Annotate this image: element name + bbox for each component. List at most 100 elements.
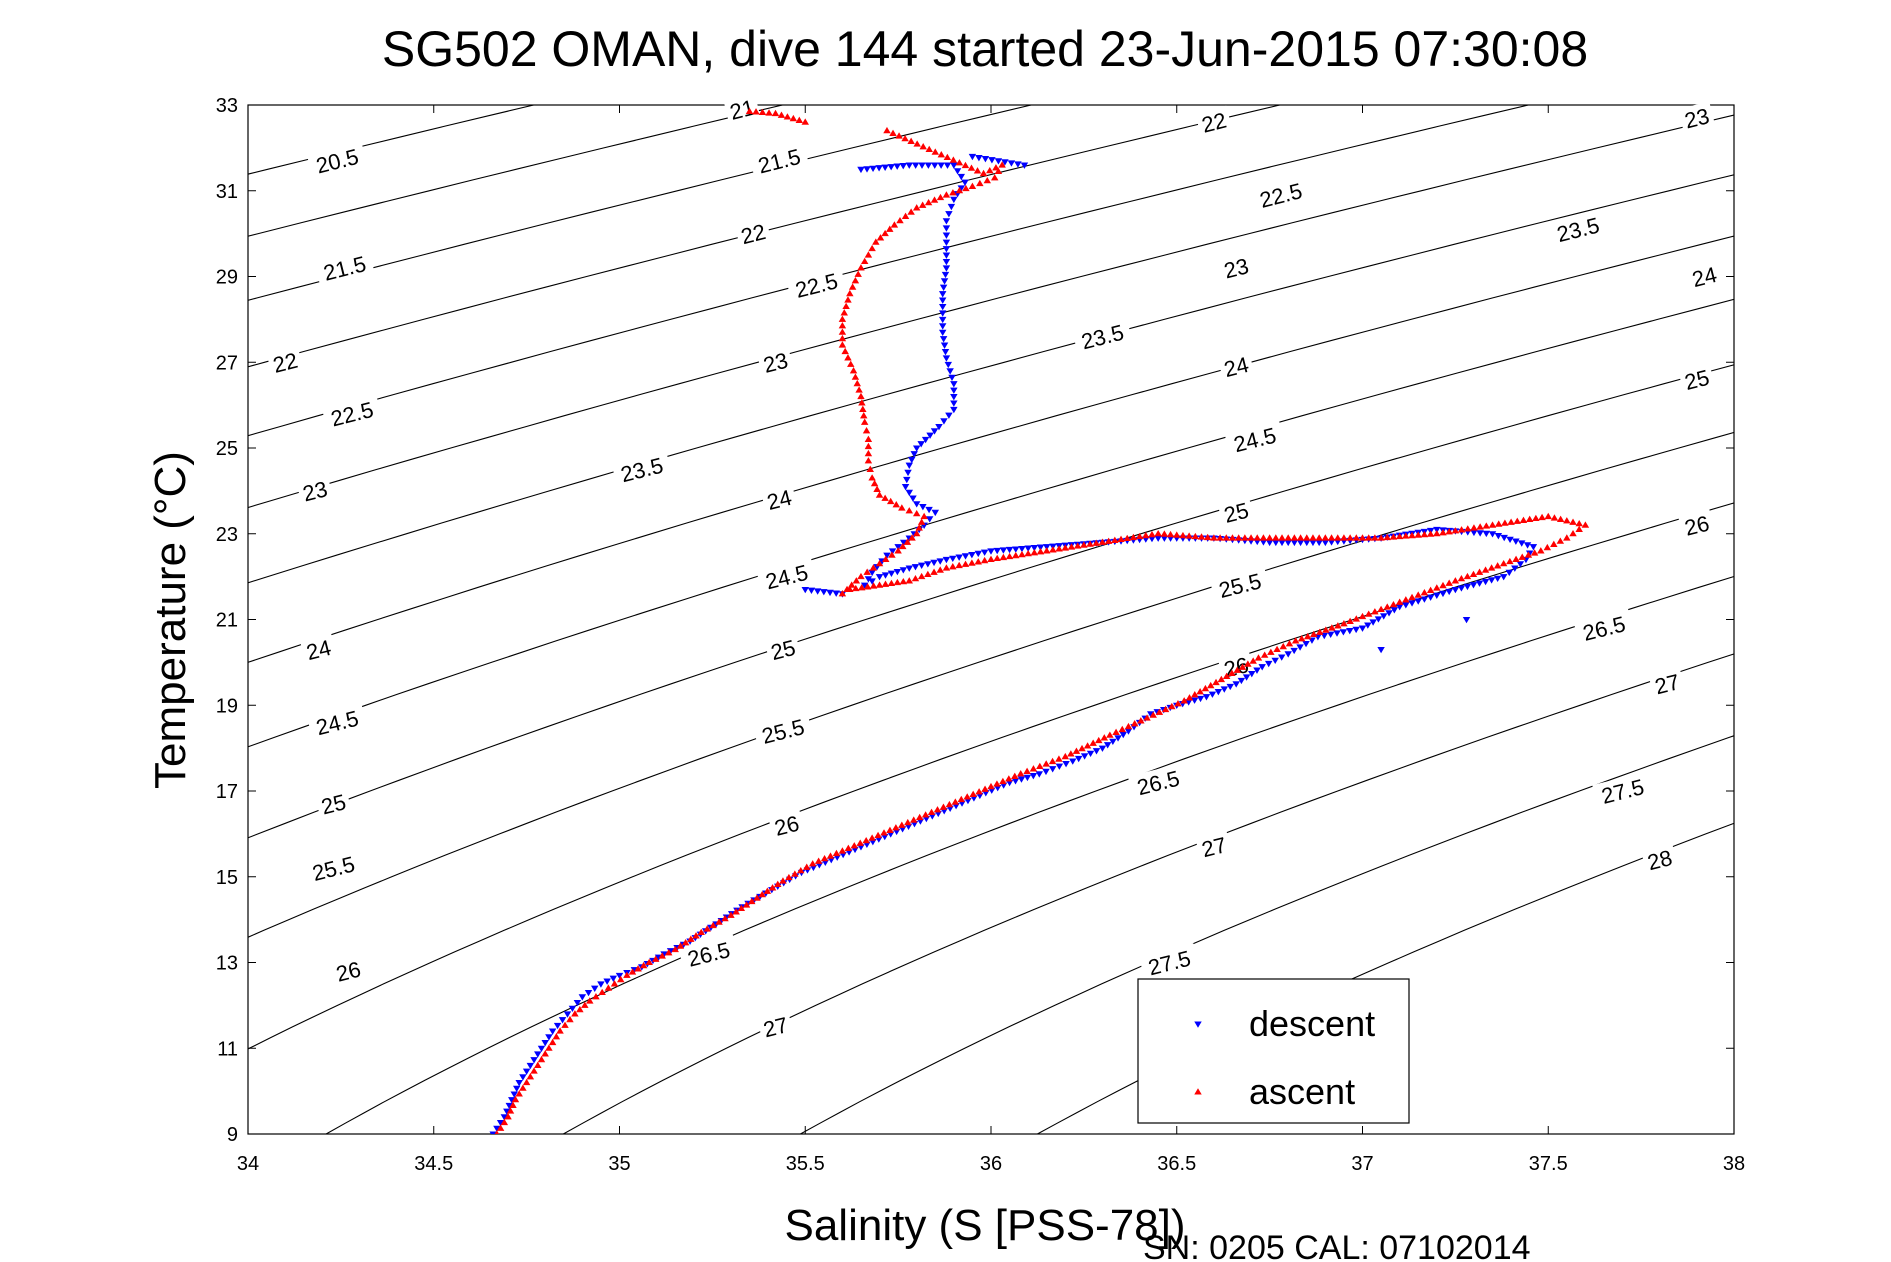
ascent-point xyxy=(1470,524,1478,531)
descent-point xyxy=(832,590,840,597)
ascent-point xyxy=(993,780,1001,787)
ascent-point xyxy=(924,198,933,206)
ascent-point xyxy=(1278,534,1286,541)
ascent-point xyxy=(586,997,594,1004)
ascent-point xyxy=(890,221,899,228)
contour-label-background xyxy=(756,1010,795,1044)
descent-point xyxy=(939,336,948,343)
descent-point xyxy=(1385,610,1393,617)
ascent-point xyxy=(1042,760,1050,767)
ascent-point xyxy=(862,836,870,844)
ascent-point xyxy=(898,821,906,828)
descent-point xyxy=(950,381,958,388)
descent-point xyxy=(941,271,950,279)
descent-point xyxy=(1482,530,1491,538)
ascent-point xyxy=(908,534,916,541)
contour-label-background xyxy=(1547,209,1609,249)
contour-label-background xyxy=(1678,508,1716,542)
contour-label: 22 xyxy=(1195,105,1233,139)
contour-label: 26 xyxy=(329,954,367,988)
descent-point xyxy=(942,246,951,253)
ascent-point xyxy=(987,555,995,563)
y-tick-label: 27 xyxy=(216,352,238,374)
ascent-point xyxy=(838,334,847,342)
ascent-point xyxy=(857,572,865,580)
ascent-point xyxy=(639,961,648,969)
descent-point xyxy=(941,348,950,356)
descent-point xyxy=(1369,619,1377,626)
ascent-point xyxy=(849,367,858,374)
ascent-point xyxy=(785,873,793,881)
ascent-point xyxy=(703,925,711,932)
ascent-point xyxy=(1174,700,1182,707)
ascent-point xyxy=(801,118,809,125)
ascent-point xyxy=(886,225,894,232)
descent-point xyxy=(530,1057,538,1064)
ascent-point xyxy=(534,1061,542,1068)
descent-point xyxy=(881,164,889,171)
ascent-point xyxy=(1346,617,1354,624)
ascent-point xyxy=(664,949,673,956)
ascent-point xyxy=(893,578,902,586)
ascent-point xyxy=(1161,705,1170,713)
ascent-point xyxy=(697,928,705,936)
descent-point xyxy=(1433,526,1441,534)
ascent-point xyxy=(1148,530,1156,538)
contour-label: 24 xyxy=(1685,260,1723,293)
descent-point xyxy=(917,562,926,569)
descent-point xyxy=(1036,544,1045,551)
descent-point xyxy=(930,428,939,435)
density-contour-23 xyxy=(248,114,1734,509)
chart-title: SG502 OMAN, dive 144 started 23-Jun-2015… xyxy=(382,21,1588,77)
ascent-point xyxy=(1543,543,1552,551)
contour-label-text: 26 xyxy=(1682,511,1712,541)
series-ascent xyxy=(494,107,1590,1134)
ascent-point xyxy=(1216,534,1224,541)
ascent-point xyxy=(604,984,613,991)
ascent-point xyxy=(598,988,606,996)
ascent-point xyxy=(979,169,988,177)
ascent-point xyxy=(1426,586,1435,593)
descent-point xyxy=(950,196,958,204)
ascent-point xyxy=(973,167,982,174)
ascent-point xyxy=(1550,540,1558,548)
descent-point xyxy=(950,162,958,169)
descent-point xyxy=(912,445,921,452)
contour-label-background xyxy=(314,787,353,821)
contour-label: 23 xyxy=(756,345,795,379)
ascent-point xyxy=(511,1095,520,1103)
ascent-point xyxy=(658,952,666,959)
ascent-point xyxy=(855,386,863,393)
ascent-point xyxy=(592,993,600,1000)
x-tick-label: 34.5 xyxy=(414,1153,453,1175)
ascent-point xyxy=(907,137,915,144)
ascent-point xyxy=(1273,645,1281,653)
ascent-point xyxy=(1210,534,1218,541)
ascent-point xyxy=(1055,755,1063,762)
descent-point xyxy=(1103,742,1112,749)
descent-point xyxy=(901,484,910,491)
ascent-point xyxy=(504,1113,512,1120)
y-tick-label: 15 xyxy=(216,867,238,889)
ascent-point xyxy=(1445,528,1453,535)
descent-point xyxy=(949,555,957,563)
ascent-point xyxy=(844,354,852,361)
ascent-point xyxy=(1166,530,1175,538)
contour-label-background xyxy=(321,394,383,434)
ascent-point xyxy=(990,174,999,181)
ascent-point xyxy=(936,566,944,573)
descent-point xyxy=(609,975,618,983)
density-contour-27-5 xyxy=(799,735,1734,1134)
density-contour-25 xyxy=(248,364,1734,839)
ascent-point xyxy=(838,322,847,329)
ascent-point xyxy=(1016,770,1025,777)
ascent-point xyxy=(1106,731,1114,738)
descent-point xyxy=(801,586,809,594)
ascent-point xyxy=(930,196,939,203)
ascent-point xyxy=(981,785,989,792)
ascent-point xyxy=(651,955,660,962)
ascent-point xyxy=(634,965,642,972)
ascent-point xyxy=(875,491,884,498)
ascent-point xyxy=(1086,540,1094,547)
